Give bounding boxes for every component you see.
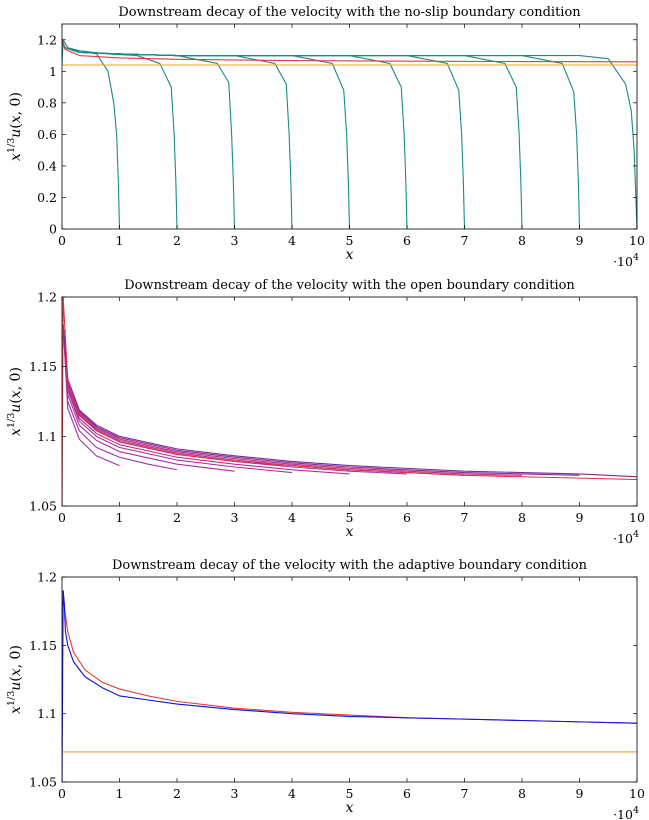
x-tick-label: 2 — [173, 510, 181, 525]
series-line-8 — [62, 324, 523, 476]
y-tick-label: 0.2 — [37, 190, 57, 205]
series-line-4 — [62, 39, 293, 229]
x-tick-label: 8 — [518, 786, 526, 801]
x-tick-label: 10 — [629, 233, 645, 248]
x-tick-label: 2 — [173, 786, 181, 801]
y-tick-label: 1.1 — [37, 706, 57, 721]
chart-panel-2: Downstream decay of the velocity with th… — [6, 278, 645, 546]
y-axis-label: x1/3u(x, 0) — [6, 92, 24, 161]
y-tick-label: 0.6 — [37, 127, 57, 142]
x-axis-label: x — [346, 800, 354, 816]
y-tick-label: 1.2 — [37, 290, 57, 305]
x-tick-label: 4 — [288, 510, 296, 525]
x-tick-label: 3 — [231, 233, 239, 248]
series-line-1 — [62, 590, 637, 724]
x-tick-label: 1 — [116, 786, 124, 801]
x-tick-label: 2 — [173, 233, 181, 248]
y-axis-label: x1/3u(x, 0) — [6, 645, 24, 714]
x-axis-multiplier: ·104 — [613, 529, 639, 546]
series-line-6 — [62, 324, 408, 475]
x-tick-label: 3 — [231, 510, 239, 525]
x-tick-label: 1 — [116, 510, 124, 525]
x-axis-label: x — [346, 524, 354, 540]
series-line-1 — [62, 39, 121, 229]
y-tick-label: 1.2 — [37, 570, 57, 585]
x-tick-label: 10 — [629, 510, 645, 525]
series-line-9 — [62, 39, 581, 229]
y-tick-label: 1.15 — [29, 638, 57, 653]
y-tick-label: 1.1 — [37, 429, 57, 444]
y-tick-label: 0.8 — [37, 95, 57, 110]
series-line-9 — [62, 324, 580, 476]
x-tick-label: 5 — [346, 510, 354, 525]
x-tick-label: 9 — [576, 786, 584, 801]
x-tick-label: 4 — [288, 233, 296, 248]
chart-panel-3: Downstream decay of the velocity with th… — [6, 558, 645, 820]
series-line-2 — [62, 324, 178, 471]
x-tick-label: 1 — [116, 233, 124, 248]
x-tick-label: 6 — [403, 786, 411, 801]
x-tick-label: 9 — [576, 233, 584, 248]
x-tick-label: 0 — [58, 786, 66, 801]
x-axis-multiplier: ·104 — [613, 805, 639, 820]
x-tick-label: 7 — [461, 233, 469, 248]
x-tick-label: 5 — [346, 786, 354, 801]
x-tick-label: 3 — [231, 786, 239, 801]
x-axis-multiplier: ·104 — [613, 252, 639, 269]
series-line-2 — [62, 39, 178, 229]
y-tick-label: 0 — [49, 222, 57, 237]
y-tick-label: 1.05 — [29, 499, 57, 514]
x-tick-label: 9 — [576, 510, 584, 525]
y-tick-label: 0.4 — [37, 158, 57, 173]
y-tick-label: 1 — [49, 64, 57, 79]
x-tick-label: 10 — [629, 786, 645, 801]
x-tick-label: 6 — [403, 233, 411, 248]
x-tick-label: 7 — [461, 786, 469, 801]
x-tick-label: 5 — [346, 233, 354, 248]
series-line-10 — [62, 39, 637, 229]
series-line-3 — [62, 39, 236, 229]
x-tick-label: 8 — [518, 233, 526, 248]
series-line-5 — [62, 39, 351, 229]
y-tick-label: 1.15 — [29, 359, 57, 374]
x-tick-label: 0 — [58, 510, 66, 525]
chart-title: Downstream decay of the velocity with th… — [118, 5, 581, 20]
series-line-10 — [62, 324, 637, 478]
chart-title: Downstream decay of the velocity with th… — [124, 278, 575, 293]
plot-frame — [61, 576, 638, 783]
y-tick-label: 1.2 — [37, 32, 57, 47]
x-tick-label: 6 — [403, 510, 411, 525]
x-tick-label: 0 — [58, 233, 66, 248]
y-axis-label: x1/3u(x, 0) — [6, 367, 24, 436]
series-line-8 — [62, 39, 523, 229]
x-tick-label: 7 — [461, 510, 469, 525]
series-line-5 — [62, 324, 350, 475]
y-tick-label: 1.05 — [29, 775, 57, 790]
chart-title: Downstream decay of the velocity with th… — [112, 558, 588, 573]
series-line-3 — [62, 324, 235, 472]
series-line-2 — [62, 590, 637, 782]
chart-panel-1: Downstream decay of the velocity with th… — [6, 5, 645, 269]
series-line-11 — [62, 297, 637, 506]
x-tick-label: 4 — [288, 786, 296, 801]
series-line-6 — [62, 39, 408, 229]
x-tick-label: 8 — [518, 510, 526, 525]
x-axis-label: x — [346, 247, 354, 263]
series-line-4 — [62, 324, 293, 474]
series-line-11 — [62, 39, 637, 63]
